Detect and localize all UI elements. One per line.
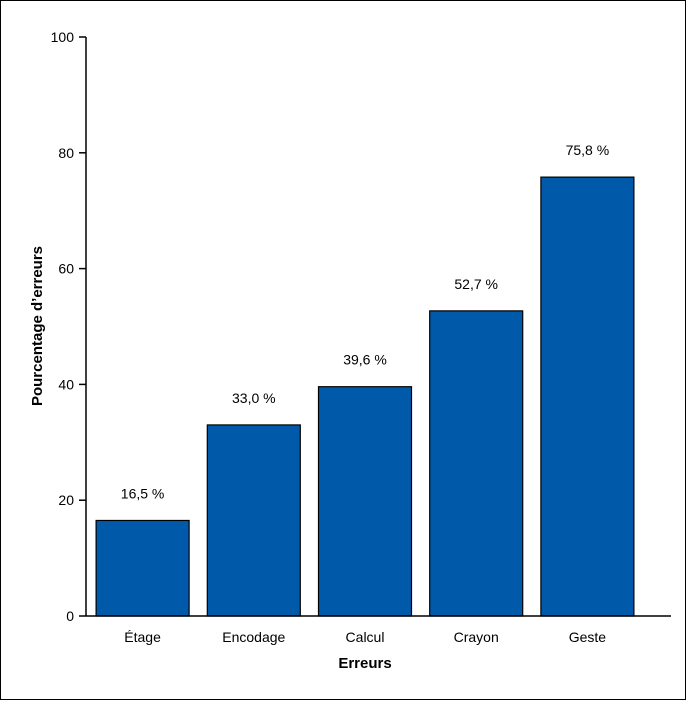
bars: 16,5 % 33,0 % 39,6 % 52,7 % 75,8 % bbox=[95, 142, 635, 617]
bar-0 bbox=[95, 519, 190, 617]
x-axis-title: Erreurs bbox=[338, 655, 391, 672]
y-tick-label: 0 bbox=[66, 608, 74, 624]
bar-1 bbox=[206, 424, 301, 617]
x-tick-label-3: Crayon bbox=[454, 629, 499, 645]
x-axis: Étage Encodage Calcul Crayon Geste bbox=[86, 615, 671, 645]
x-tick-label-0: Étage bbox=[124, 629, 161, 645]
y-tick-label: 80 bbox=[58, 145, 74, 161]
bar-4 bbox=[540, 176, 635, 617]
y-axis: 0 20 40 60 80 100 bbox=[51, 29, 87, 624]
y-tick-label: 60 bbox=[58, 261, 74, 277]
y-tick-label: 100 bbox=[51, 29, 75, 45]
bar-3 bbox=[429, 310, 524, 617]
x-tick-label-1: Encodage bbox=[222, 629, 285, 645]
x-tick-label-2: Calcul bbox=[346, 629, 385, 645]
x-tick-label-4: Geste bbox=[569, 629, 607, 645]
bar-2 bbox=[317, 386, 413, 617]
data-label-4: 75,8 % bbox=[566, 142, 610, 158]
y-axis-title: Pourcentage d’erreurs bbox=[29, 246, 46, 406]
y-tick-label: 40 bbox=[58, 376, 74, 392]
data-label-1: 33,0 % bbox=[232, 390, 276, 406]
data-label-3: 52,7 % bbox=[454, 276, 498, 292]
y-tick-label: 20 bbox=[58, 492, 74, 508]
data-label-0: 16,5 % bbox=[121, 485, 165, 501]
data-label-2: 39,6 % bbox=[343, 352, 387, 368]
